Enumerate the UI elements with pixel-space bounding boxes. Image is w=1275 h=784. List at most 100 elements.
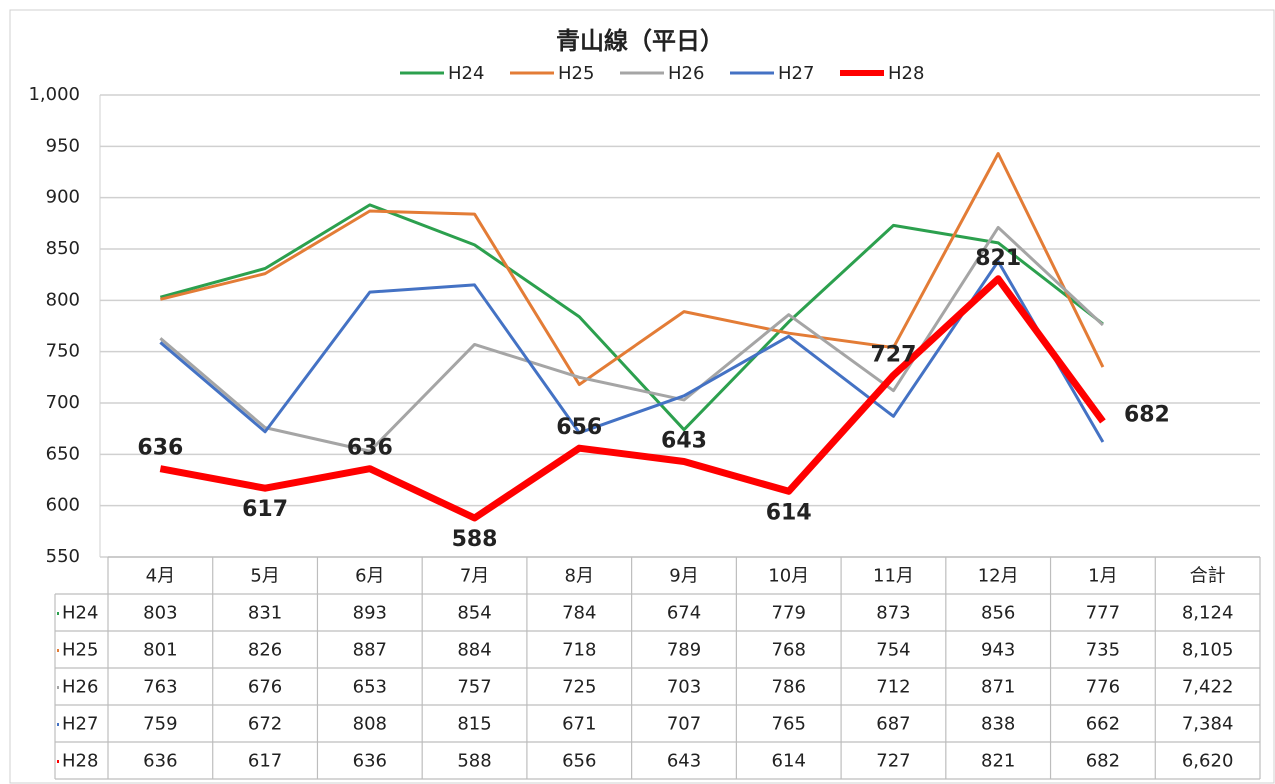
series-line bbox=[159, 225, 1104, 453]
table-cell: 789 bbox=[667, 640, 701, 661]
y-tick-label: 800 bbox=[46, 289, 80, 310]
table-cell: 821 bbox=[981, 751, 1015, 772]
legend-label: H27 bbox=[778, 63, 814, 84]
table-cell: 759 bbox=[143, 714, 177, 735]
table-cell: 776 bbox=[1086, 677, 1120, 698]
table-total: 7,384 bbox=[1182, 714, 1234, 735]
y-tick-label: 550 bbox=[46, 546, 80, 567]
table-cell: 838 bbox=[981, 714, 1015, 735]
table-cell: 703 bbox=[667, 677, 701, 698]
legend-label: H24 bbox=[448, 63, 484, 84]
y-tick-label: 1,000 bbox=[28, 84, 80, 105]
table-total: 7,422 bbox=[1182, 677, 1234, 698]
table-cell: 856 bbox=[981, 603, 1015, 624]
table-cell: 687 bbox=[876, 714, 910, 735]
table-cell: 671 bbox=[562, 714, 596, 735]
table-cell: 653 bbox=[353, 677, 387, 698]
y-tick-label: 700 bbox=[46, 392, 80, 413]
table-cell: 786 bbox=[772, 677, 806, 698]
table-row-label: H24 bbox=[62, 603, 98, 624]
table-cell: 735 bbox=[1086, 640, 1120, 661]
table-cell: 887 bbox=[353, 640, 387, 661]
series-line bbox=[160, 152, 1105, 387]
y-tick-label: 850 bbox=[46, 238, 80, 259]
table-cell: 826 bbox=[248, 640, 282, 661]
table-cell: 643 bbox=[667, 751, 701, 772]
table-cell: 765 bbox=[772, 714, 806, 735]
table-cell: 943 bbox=[981, 640, 1015, 661]
y-tick-label: 600 bbox=[46, 495, 80, 516]
table-cell: 768 bbox=[772, 640, 806, 661]
table-cell: 808 bbox=[353, 714, 387, 735]
table-cell: 725 bbox=[562, 677, 596, 698]
y-tick-label: 900 bbox=[46, 187, 80, 208]
table-row-label: H28 bbox=[62, 751, 98, 772]
y-tick-label: 950 bbox=[46, 135, 80, 156]
x-tick-label: 6月 bbox=[355, 566, 384, 587]
y-tick-label: 750 bbox=[46, 341, 80, 362]
x-tick-label: 5月 bbox=[250, 566, 279, 587]
legend-label: H25 bbox=[558, 63, 594, 84]
x-tick-label: 10月 bbox=[768, 566, 809, 587]
table-cell: 682 bbox=[1086, 751, 1120, 772]
table-total: 8,124 bbox=[1182, 603, 1234, 624]
table-cell: 676 bbox=[248, 677, 282, 698]
data-label: 643 bbox=[661, 429, 707, 454]
table-cell: 784 bbox=[562, 603, 596, 624]
table-cell: 779 bbox=[772, 603, 806, 624]
table-cell: 727 bbox=[876, 751, 910, 772]
table-cell: 674 bbox=[667, 603, 701, 624]
series-line bbox=[159, 259, 1105, 443]
x-tick-label: 12月 bbox=[978, 566, 1019, 587]
table-cell: 815 bbox=[457, 714, 491, 735]
legend-label: H26 bbox=[668, 63, 704, 84]
data-label: 821 bbox=[975, 246, 1021, 271]
table-total: 6,620 bbox=[1182, 751, 1234, 772]
table-cell: 712 bbox=[876, 677, 910, 698]
data-label: 727 bbox=[870, 342, 916, 367]
table-row-label: H27 bbox=[62, 714, 98, 735]
table-cell: 803 bbox=[143, 603, 177, 624]
table-cell: 757 bbox=[457, 677, 491, 698]
data-label: 636 bbox=[137, 436, 183, 461]
table-cell: 588 bbox=[457, 751, 491, 772]
table-cell: 636 bbox=[143, 751, 177, 772]
x-tick-label: 1月 bbox=[1088, 566, 1117, 587]
table-cell: 831 bbox=[248, 603, 282, 624]
table-cell: 662 bbox=[1086, 714, 1120, 735]
x-tick-label: 7月 bbox=[460, 566, 489, 587]
data-label: 614 bbox=[766, 500, 812, 525]
table-cell: 873 bbox=[876, 603, 910, 624]
table-cell: 672 bbox=[248, 714, 282, 735]
table-cell: 763 bbox=[143, 677, 177, 698]
table-cell: 707 bbox=[667, 714, 701, 735]
table-cell: 801 bbox=[143, 640, 177, 661]
table-cell: 617 bbox=[248, 751, 282, 772]
table-cell: 893 bbox=[353, 603, 387, 624]
x-tick-label: 11月 bbox=[873, 566, 914, 587]
table-cell: 854 bbox=[457, 603, 491, 624]
y-tick-label: 650 bbox=[46, 443, 80, 464]
table-cell: 614 bbox=[772, 751, 806, 772]
x-tick-label: 9月 bbox=[669, 566, 698, 587]
legend-label: H28 bbox=[888, 63, 924, 84]
table-cell: 656 bbox=[562, 751, 596, 772]
data-label: 682 bbox=[1124, 402, 1170, 427]
table-row-label: H26 bbox=[62, 677, 98, 698]
table-cell: 884 bbox=[457, 640, 491, 661]
table-cell: 718 bbox=[562, 640, 596, 661]
data-label: 656 bbox=[556, 415, 602, 440]
data-label: 617 bbox=[242, 497, 288, 522]
x-tick-label: 8月 bbox=[565, 566, 594, 587]
table-row-label: H25 bbox=[62, 640, 98, 661]
chart-frame bbox=[9, 9, 1275, 784]
table-cell: 636 bbox=[353, 751, 387, 772]
series-line bbox=[159, 203, 1104, 432]
table-header: 合計 bbox=[1190, 566, 1226, 587]
table-cell: 754 bbox=[876, 640, 910, 661]
table-cell: 777 bbox=[1086, 603, 1120, 624]
series-line bbox=[159, 275, 1106, 522]
chart-title: 青山線（平日） bbox=[556, 27, 724, 55]
x-tick-label: 4月 bbox=[146, 566, 175, 587]
